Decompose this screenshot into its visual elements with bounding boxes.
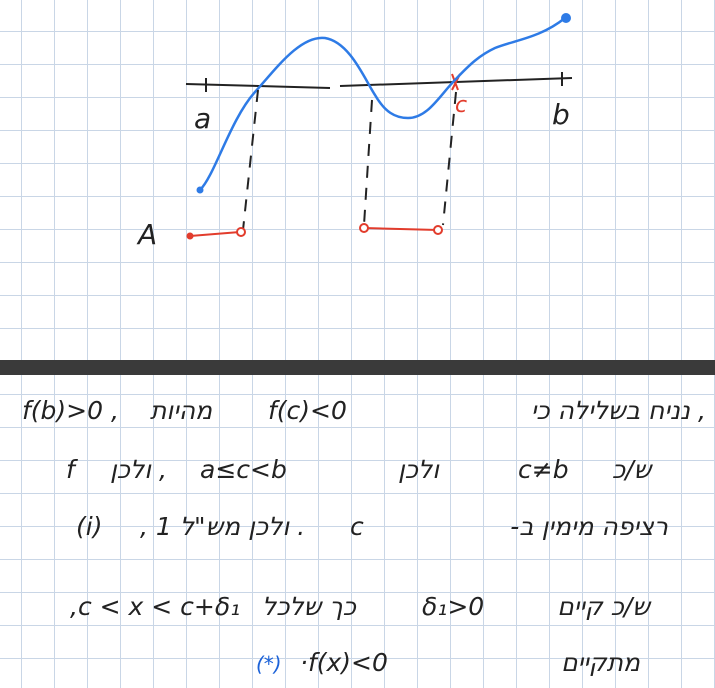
note-line4-text-right: ש/כ קיים [557, 592, 650, 621]
set-A-open-endpoint-3 [433, 225, 443, 235]
note-line2-text-edge: ש/כ [612, 455, 652, 484]
set-A-open-endpoint-1 [236, 227, 246, 237]
note-line1-text-mid: מהיות [150, 396, 213, 425]
set-A-segment-1 [189, 231, 241, 237]
note-line1-math-mid: f(c)<0 [268, 396, 347, 425]
page-divider [0, 360, 715, 375]
label-a: a [194, 102, 211, 135]
note-line2-math-left: f [66, 455, 75, 484]
projection-line-3 [442, 91, 457, 226]
note-line2-math-mid: a≤c<b [200, 455, 287, 484]
graph-sketch: a b c A [136, 13, 573, 251]
note-line1-math-left: f(b)>0 , [22, 396, 119, 425]
note-line3-math-c: c [350, 512, 364, 541]
note-line5-math: ·f(x)<0 [300, 648, 388, 677]
label-b: b [552, 98, 570, 131]
note-line1-text-tail: , [698, 396, 706, 425]
projection-line-1 [242, 89, 259, 231]
x-axis-left [185, 83, 331, 89]
note-line4-math-left: ,c < x < c+δ₁ [70, 592, 241, 621]
set-A-segment-2 [363, 227, 439, 231]
note-line5-star-marker: (*) [256, 652, 282, 676]
curve-start-point [196, 186, 204, 194]
note-line3-text: רציפה מימין ב- [510, 512, 668, 541]
note-line4-text-mid: כך שלכל [262, 592, 356, 621]
set-A-open-endpoint-2 [359, 223, 369, 233]
note-line3-text-mid: . ולכן מש"ל 1 , [140, 512, 306, 541]
projection-line-2 [363, 99, 373, 226]
note-line1-text-right: נניח בשלילה כי [530, 396, 690, 425]
note-line3-math-tag: (i) [76, 512, 103, 541]
function-curve [199, 17, 566, 191]
label-c: c [455, 93, 467, 118]
note-line5-text-right: מתקיים [561, 648, 640, 677]
note-line2-math-right: c≠b [518, 455, 569, 484]
curve-end-point [561, 13, 571, 23]
note-line2-text-right: ולכן [398, 455, 440, 484]
note-line4-math-mid: δ₁>0 [422, 592, 485, 621]
note-line2-text-mid: , ולכן [110, 455, 167, 484]
label-set-A: A [136, 218, 157, 251]
set-A-closed-endpoint [186, 232, 194, 240]
